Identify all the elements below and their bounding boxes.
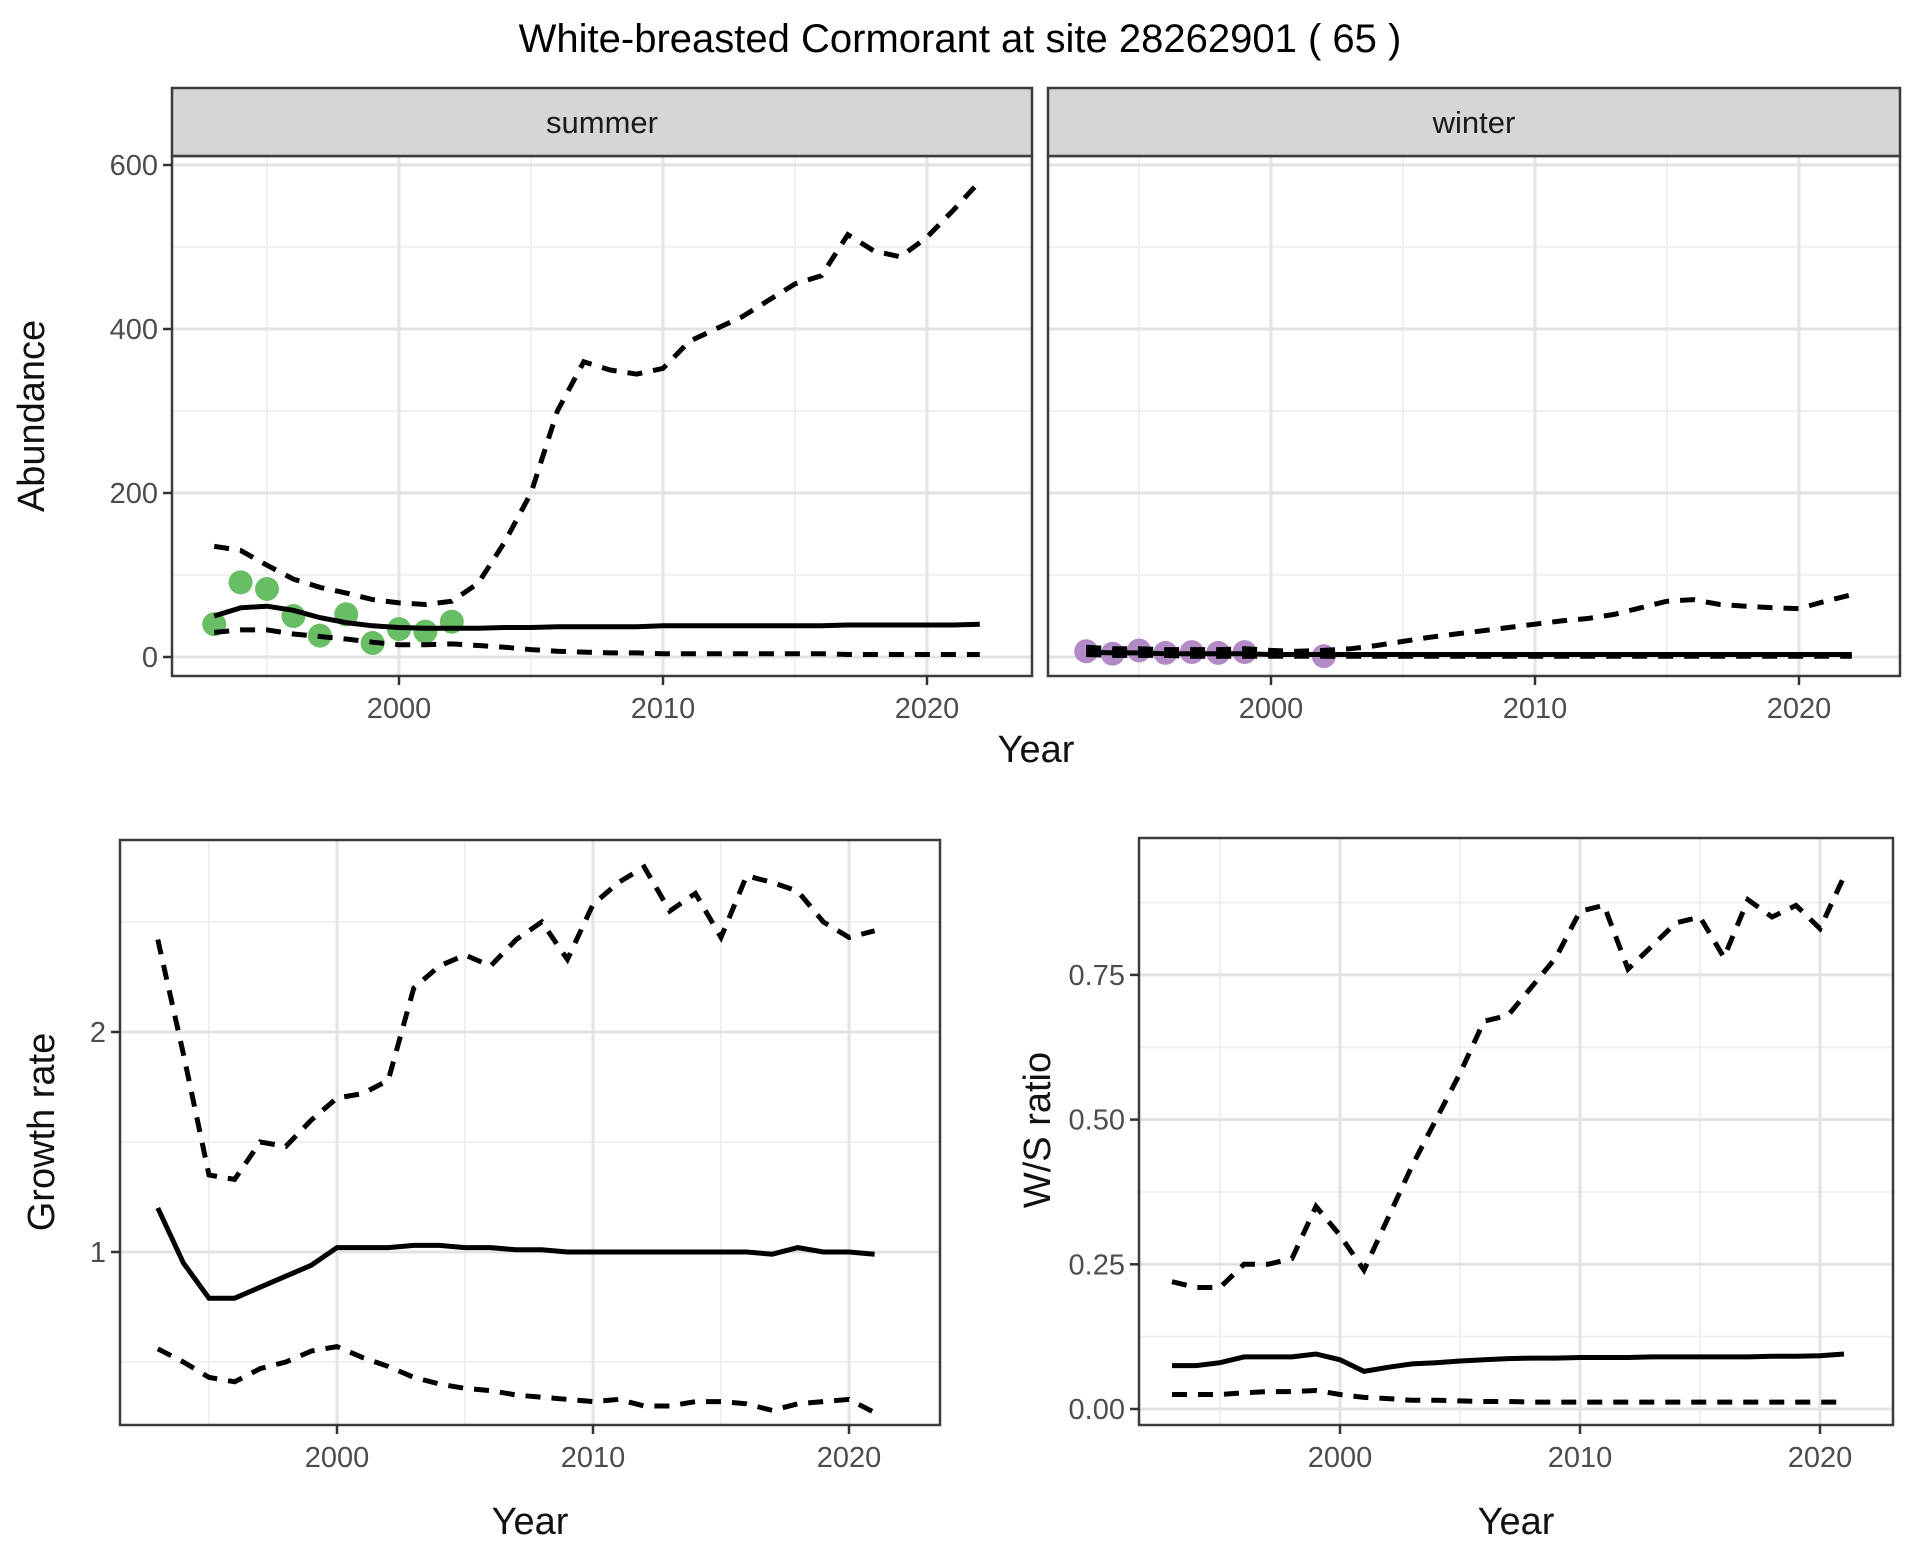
x-tick-label: 2010: [631, 693, 696, 725]
panel-border: [118, 838, 942, 1427]
x-tick-label: 2020: [895, 693, 960, 725]
y-tick-label: 0: [142, 642, 158, 674]
strip-label-summer: summer: [546, 105, 658, 140]
series-layer: [1074, 592, 1853, 669]
growth-y-axis-label: Growth rate: [21, 1033, 63, 1232]
panel-background: [1048, 156, 1900, 676]
x-tick-label: 2000: [305, 1442, 370, 1474]
x-tick-label: 2010: [561, 1442, 626, 1474]
strip-label-winter: winter: [1432, 105, 1516, 140]
growth-x-axis-label: Year: [492, 1501, 569, 1543]
observed-point: [255, 576, 279, 601]
panel-background: [120, 840, 940, 1425]
y-tick-label: 1: [90, 1237, 106, 1269]
x-tick-label: 2000: [1308, 1442, 1373, 1474]
panel-growth_rate: 2000 2010 2020 1 2: [90, 838, 942, 1474]
x-tick-label: 2020: [1767, 693, 1832, 725]
upper-ci-line: [213, 179, 982, 608]
median-line: [1172, 1351, 1845, 1374]
ws-x-axis-label: Year: [1478, 1501, 1555, 1543]
lower-ci-line: [1172, 1387, 1844, 1405]
figure-title: White-breasted Cormorant at site 2826290…: [519, 17, 1402, 61]
y-tick-label: 0.50: [1069, 1105, 1125, 1137]
x-tick-label: 2010: [1503, 693, 1568, 725]
panel-abundance_winter: 2000 2010 2020: [1046, 86, 1902, 725]
series-layer: [1171, 875, 1847, 1405]
panel-background: [1139, 838, 1893, 1425]
x-tick-label: 2000: [1239, 693, 1304, 725]
panel-ws_ratio: 2000 2010 2020 0.00 0.25 0.50 0.75: [1069, 836, 1895, 1474]
panel-border: [1137, 836, 1895, 1427]
series-layer: [202, 179, 982, 657]
x-tick-label: 2000: [367, 693, 432, 725]
abundance-axis-label: Abundance: [11, 320, 53, 512]
x-tick-label: 2020: [817, 1442, 882, 1474]
y-tick-label: 600: [110, 150, 158, 182]
y-tick-label: 0.25: [1069, 1249, 1125, 1281]
median-line: [1086, 649, 1852, 657]
upper-ci-line: [155, 863, 876, 1183]
observed-point: [228, 570, 253, 595]
x-tick-label: 2020: [1788, 1442, 1853, 1474]
y-tick-label: 200: [110, 478, 158, 510]
panel-abundance_summer: 2000 2010 2020 0 200 400 600: [110, 86, 1034, 725]
y-tick-label: 0.75: [1069, 960, 1125, 992]
upper-ci-line: [1171, 875, 1847, 1290]
facet-strip: [1046, 86, 1902, 158]
y-tick-label: 400: [110, 314, 158, 346]
observed-point: [413, 619, 438, 644]
y-tick-label: 2: [90, 1017, 106, 1049]
ws-y-axis-label: W/S ratio: [1017, 1052, 1059, 1208]
y-tick-label: 0.00: [1069, 1394, 1125, 1426]
series-layer: [155, 863, 876, 1415]
x-tick-label: 2010: [1548, 1442, 1613, 1474]
top-x-axis-label: Year: [998, 729, 1075, 771]
panel-background: [172, 156, 1032, 676]
median-line: [155, 1206, 875, 1301]
lower-ci-line: [156, 1344, 876, 1415]
facet-strip: [170, 86, 1034, 158]
median-line: [213, 603, 980, 631]
